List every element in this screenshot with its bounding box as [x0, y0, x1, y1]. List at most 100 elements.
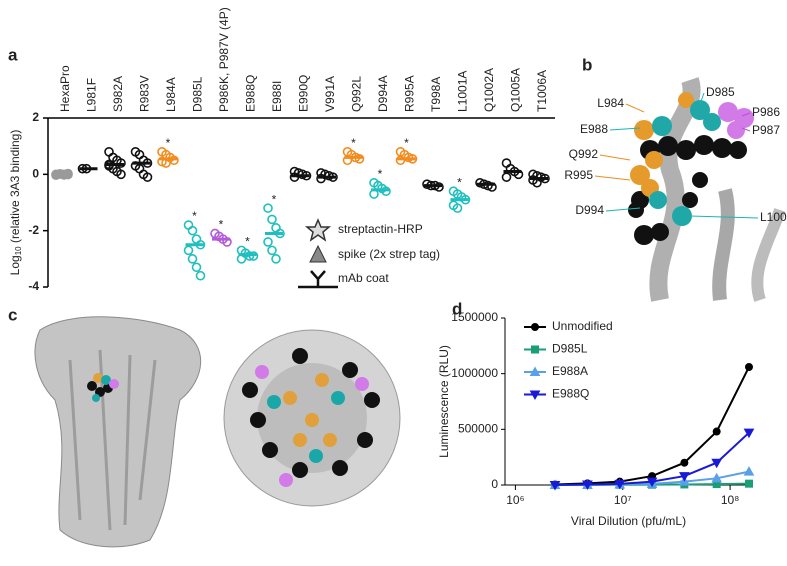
marker — [679, 472, 690, 482]
label-leader — [689, 215, 759, 219]
data-point — [183, 245, 194, 256]
residue-label: E988 — [580, 122, 608, 136]
label-leader — [599, 154, 631, 161]
x-tick-label: Q992L — [350, 76, 364, 112]
data-point — [142, 172, 153, 182]
marker — [549, 481, 561, 491]
data-point — [191, 262, 202, 273]
y-axis-label: Log10 (relative 3A3 binding) — [8, 130, 23, 276]
series-line — [555, 366, 750, 486]
y-tick-label: 0 — [32, 167, 39, 181]
label-leader — [741, 127, 751, 132]
marker — [614, 479, 626, 490]
x-tick-label: T998A — [429, 77, 443, 112]
x-tick-label: L984A — [164, 77, 178, 112]
significance-mark: * — [404, 136, 409, 150]
significance-mark: * — [272, 192, 277, 206]
label-leader — [625, 103, 645, 113]
x-tick-label: S982A — [111, 76, 125, 112]
data-point — [263, 237, 273, 247]
significance-mark: * — [457, 175, 462, 189]
marker — [744, 479, 753, 488]
label-leader — [609, 127, 641, 131]
legend-label: streptactin-HRP — [338, 222, 423, 236]
data-point — [104, 147, 114, 157]
x-axis-label: Viral Dilution (pfu/mL) — [571, 514, 686, 528]
data-point — [452, 203, 463, 213]
label-leader — [741, 112, 751, 117]
x-tick-label: Q1005A — [509, 68, 523, 112]
marker — [743, 466, 755, 476]
x-tick-label: T1006A — [535, 70, 549, 112]
marker — [711, 472, 723, 483]
legend-label: Unmodified — [552, 319, 613, 333]
y-axis-label-part: Log — [8, 255, 22, 275]
y-tick-label: -4 — [28, 279, 39, 293]
x-tick-label: Q1002A — [482, 68, 496, 112]
x-tick-label: D994A — [376, 75, 390, 112]
legend-label: spike (2x strep tag) — [338, 247, 440, 261]
y-axis-label: Luminescence (RLU) — [437, 345, 451, 458]
legend-label: E988Q — [552, 387, 589, 401]
data-point — [267, 245, 277, 256]
data-point — [116, 169, 126, 180]
data-point — [271, 254, 281, 264]
data-point — [501, 158, 512, 168]
y-tick-label: 1000000 — [451, 366, 498, 380]
x-tick-label: E988Q — [244, 75, 258, 112]
legend-marker — [529, 366, 541, 376]
y-tick-label: -2 — [28, 223, 39, 237]
panel-label: a — [8, 45, 18, 64]
residue-label: P987 — [752, 123, 780, 137]
y-tick-label: 2 — [32, 110, 39, 124]
data-point — [501, 172, 512, 182]
x-tick-label: P986K, P987V (4P) — [217, 7, 231, 112]
y-axis-label-part: 10 — [14, 246, 23, 255]
legend-label: mAb coat — [338, 271, 389, 285]
residue-label: L984 — [597, 96, 624, 110]
residue-label: P986 — [752, 105, 780, 119]
panel-label: c — [8, 305, 17, 324]
panel-label: b — [582, 55, 592, 74]
significance-mark: * — [378, 167, 383, 181]
data-point — [187, 225, 198, 236]
y-tick-label: 0 — [491, 477, 498, 491]
label-leader — [605, 207, 641, 212]
legend-antibody — [298, 270, 338, 289]
legend-triangle — [309, 244, 327, 263]
marker — [582, 480, 593, 490]
significance-mark: * — [351, 136, 356, 150]
significance-mark: * — [166, 136, 171, 150]
legend-label: D985L — [552, 342, 588, 356]
legend-label: E988A — [552, 364, 588, 378]
x-tick-label: R983V — [138, 75, 152, 112]
x-tick-label: R995A — [403, 75, 417, 112]
marker — [744, 362, 753, 371]
data-point — [191, 234, 202, 244]
data-point — [187, 254, 198, 264]
label-leader — [594, 175, 631, 181]
marker — [646, 477, 658, 488]
significance-mark: * — [245, 235, 250, 249]
x-tick-label: E990Q — [297, 75, 311, 112]
structure-c — [34, 316, 401, 548]
y-axis-label-part: (relative 3A3 binding) — [8, 130, 22, 247]
residue-label: L1001 — [760, 210, 787, 224]
legend-marker — [531, 345, 539, 354]
x-tick-label: 10⁷ — [614, 493, 632, 507]
panel-label: d — [452, 299, 462, 318]
x-tick-label: 10⁶ — [506, 493, 524, 507]
data-point — [263, 203, 273, 213]
marker — [711, 458, 723, 469]
y-tick-label: 1500000 — [451, 310, 498, 324]
x-tick-label: E988I — [270, 81, 284, 112]
label-leader — [699, 92, 705, 105]
x-tick-label: L981F — [85, 78, 99, 112]
residue-label: D985 — [706, 85, 735, 99]
residue-label: D994 — [575, 203, 604, 217]
data-point — [267, 214, 277, 225]
marker — [743, 428, 755, 439]
residue-label: R995 — [564, 168, 593, 182]
